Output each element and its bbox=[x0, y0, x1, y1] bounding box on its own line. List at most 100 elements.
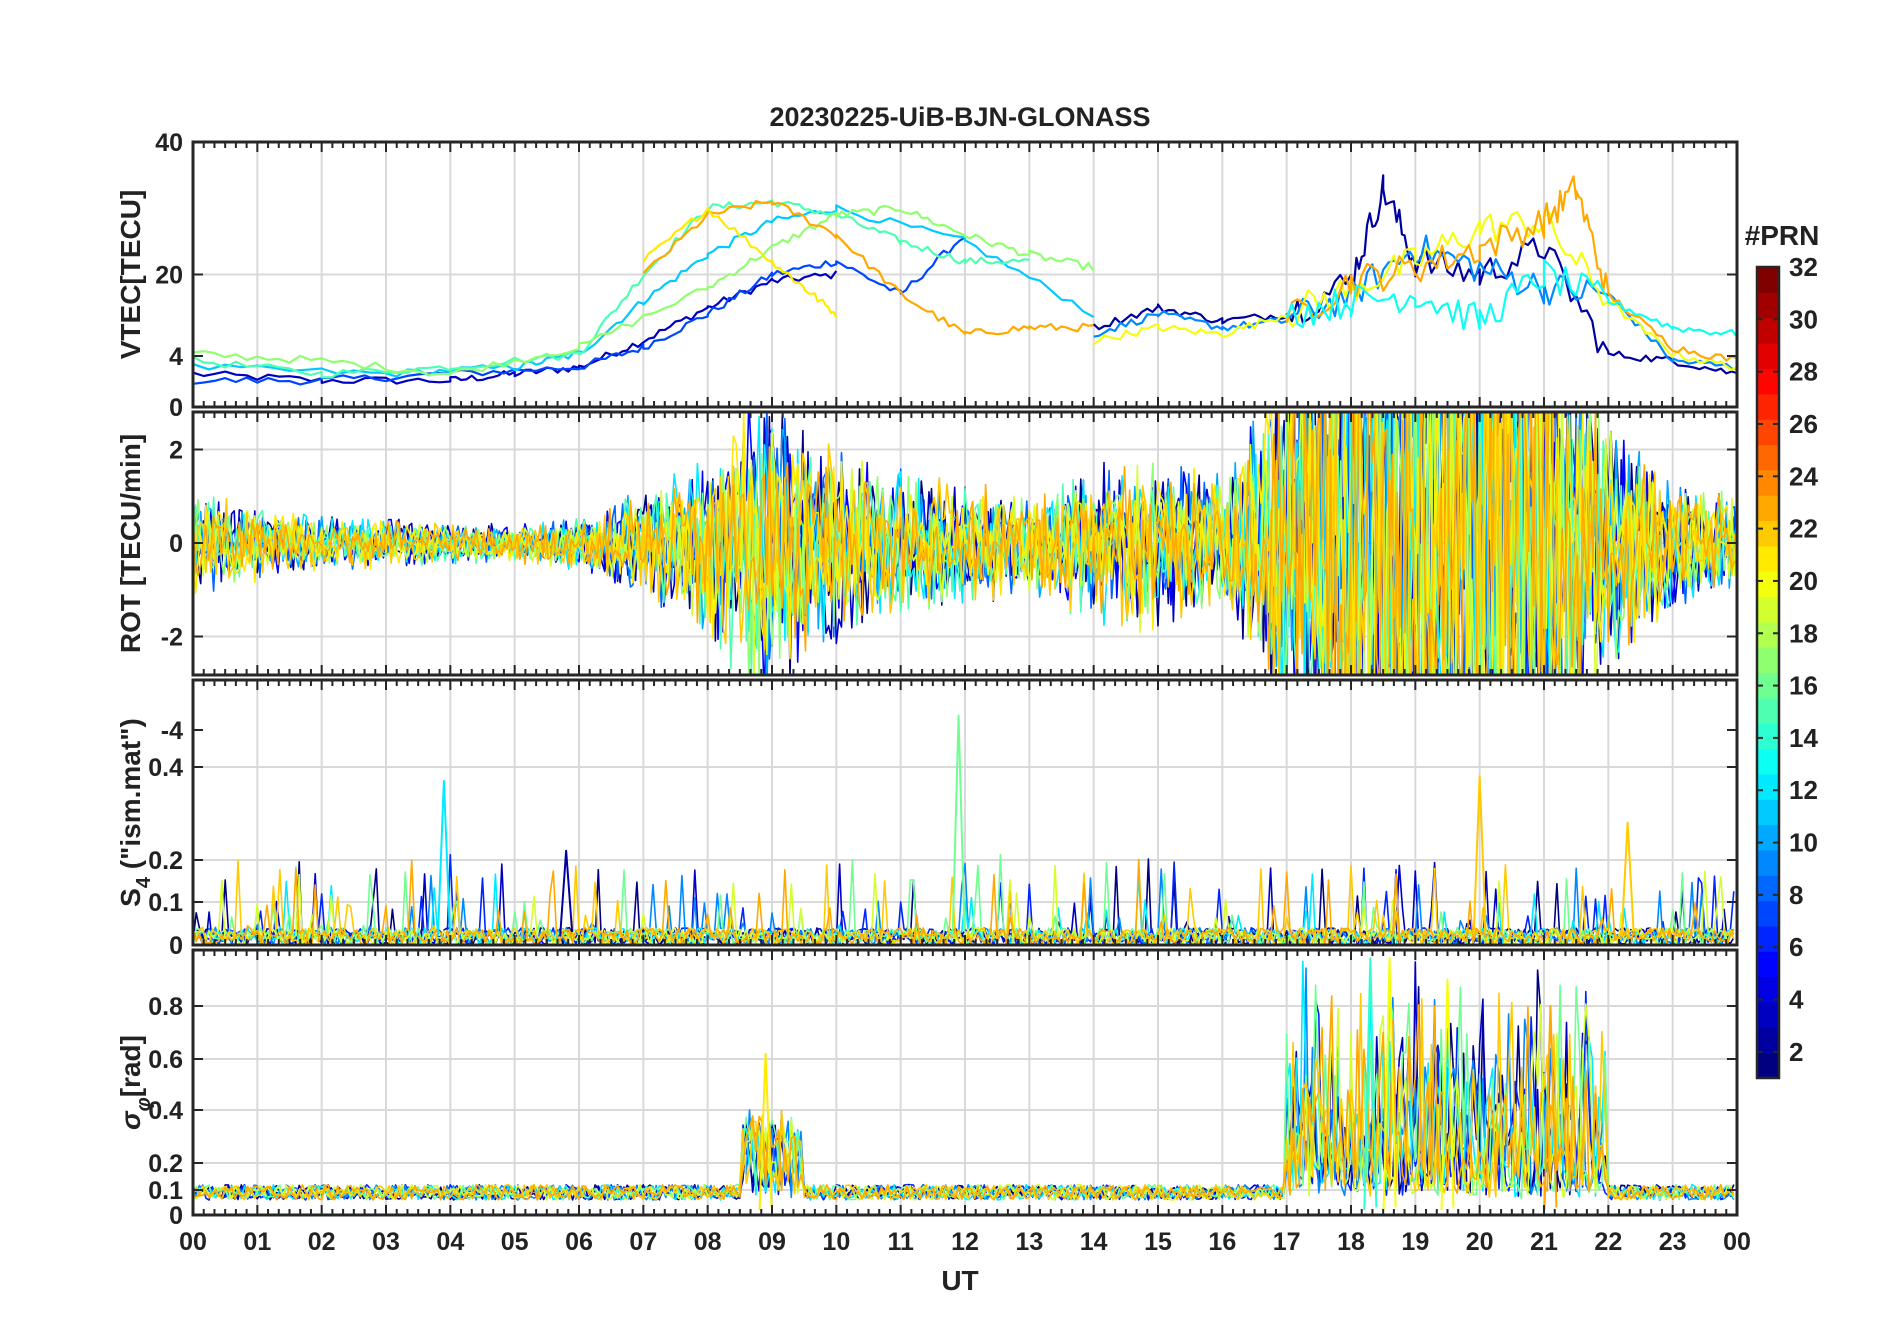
colorbar-segment bbox=[1757, 520, 1779, 547]
x-tick-label: 14 bbox=[1080, 1228, 1108, 1256]
y-label-rest: ("ism.mat") bbox=[115, 718, 146, 877]
colorbar-segment bbox=[1757, 368, 1779, 395]
y-axis-label: σφ[rad] bbox=[115, 1035, 155, 1130]
colorbar-segment bbox=[1757, 621, 1779, 648]
y-label-rest: [rad] bbox=[115, 1035, 146, 1097]
colorbar-segment bbox=[1757, 925, 1779, 952]
peak-mark bbox=[1440, 978, 1455, 1211]
colorbar-segment bbox=[1757, 419, 1779, 446]
colorbar-tick-label: 12 bbox=[1789, 775, 1818, 805]
panel-rot: -4 -2 0 2 4 ROT [TECU/min] bbox=[115, 343, 1739, 745]
peak-mark bbox=[1543, 1005, 1558, 1211]
x-tick-label: 07 bbox=[629, 1228, 657, 1256]
vtec-series-prn-23 bbox=[642, 200, 1094, 336]
rot-series-prn-23 bbox=[193, 412, 1737, 675]
x-tick-label: 22 bbox=[1594, 1228, 1622, 1256]
colorbar-segment bbox=[1757, 647, 1779, 674]
y-label-sub: φ bbox=[133, 1097, 155, 1111]
panel-frame bbox=[191, 410, 1739, 677]
colorbar-tick-label: 22 bbox=[1789, 514, 1818, 544]
colorbar-tick-label: 4 bbox=[1789, 985, 1804, 1015]
y-tick-label: 0 bbox=[169, 932, 183, 960]
x-tick-label: 16 bbox=[1208, 1228, 1236, 1256]
y-label-sub: 4 bbox=[133, 876, 155, 888]
peak-mark bbox=[758, 1052, 773, 1211]
chart-title: 20230225-UiB-BJN-GLONASS bbox=[769, 102, 1150, 132]
vtec-series-prn-13 bbox=[1285, 259, 1737, 338]
colorbar-segment bbox=[1757, 596, 1779, 623]
x-tick-label: 19 bbox=[1401, 1228, 1429, 1256]
x-tick-label: 03 bbox=[372, 1228, 400, 1256]
y-tick-label: -2 bbox=[161, 624, 183, 652]
colorbar-segment bbox=[1757, 900, 1779, 927]
panel-frame bbox=[191, 140, 1739, 409]
colorbar-segment bbox=[1757, 799, 1779, 826]
colorbar-segment bbox=[1757, 571, 1779, 598]
colorbar-segment bbox=[1757, 672, 1779, 699]
vtec-series-prn-2 bbox=[1092, 174, 1737, 375]
sigma-series-prn-23 bbox=[193, 995, 1735, 1201]
peak-mark bbox=[559, 849, 574, 937]
colorbar-tick-label: 30 bbox=[1789, 304, 1818, 334]
colorbar-tick-label: 20 bbox=[1789, 566, 1818, 596]
colorbar-tick-label: 32 bbox=[1789, 252, 1818, 282]
colorbar-tick-label: 18 bbox=[1789, 618, 1818, 648]
panel-s4: 00.10.20.4S4 ("ism.mat") bbox=[115, 678, 1739, 960]
colorbar-tick-label: 6 bbox=[1789, 932, 1803, 962]
colorbar-tick-label: 24 bbox=[1789, 461, 1818, 491]
colorbar-tick-label: 2 bbox=[1789, 1037, 1803, 1067]
x-tick-label: 02 bbox=[308, 1228, 336, 1256]
colorbar-segment bbox=[1757, 976, 1779, 1003]
y-tick-label: 2 bbox=[169, 437, 183, 465]
x-tick-label: 11 bbox=[887, 1228, 914, 1256]
y-tick-label: 0.4 bbox=[148, 754, 183, 782]
colorbar-segment bbox=[1757, 697, 1779, 724]
rot-series-prn-10 bbox=[193, 412, 1737, 675]
panel-data bbox=[193, 957, 1735, 1211]
y-tick-label: 0.1 bbox=[148, 889, 183, 917]
peak-mark bbox=[1472, 775, 1487, 937]
colorbar-tick-label: 26 bbox=[1789, 409, 1818, 439]
y-tick-label: 20 bbox=[155, 262, 183, 290]
colorbar-segment bbox=[1757, 1027, 1779, 1054]
vtec-series-prn-20 bbox=[1093, 211, 1737, 371]
y-label-main: S bbox=[115, 888, 146, 907]
colorbar-segment bbox=[1757, 773, 1779, 800]
colorbar-segment bbox=[1757, 951, 1779, 978]
x-tick-label: 15 bbox=[1144, 1228, 1172, 1256]
y-tick-label: 0.8 bbox=[148, 993, 183, 1021]
peak-mark bbox=[436, 779, 451, 937]
y-tick-label: 0 bbox=[169, 394, 183, 422]
panel-data bbox=[193, 174, 1737, 386]
colorbar-tick-label: 16 bbox=[1789, 671, 1818, 701]
panel-sigma: 00.10.2 0.4 0.6 0.8 σφ[rad] bbox=[115, 948, 1739, 1230]
y-axis-label: S4 ("ism.mat") bbox=[115, 718, 155, 907]
sigma-series-prn-19 bbox=[193, 1003, 1735, 1201]
panel-frame bbox=[191, 678, 1739, 947]
y-tick-label: 40 bbox=[155, 129, 183, 157]
colorbar-segment bbox=[1757, 545, 1779, 572]
panel-frame bbox=[191, 948, 1739, 1217]
x-tick-label: 06 bbox=[565, 1228, 593, 1256]
colorbar-segment bbox=[1757, 748, 1779, 775]
y-tick-label: 0.2 bbox=[148, 1150, 183, 1178]
y-tick-label: 0 bbox=[169, 1202, 183, 1230]
x-tick-label: 13 bbox=[1015, 1228, 1043, 1256]
colorbar-segment bbox=[1757, 292, 1779, 319]
colorbar-tick-label: 28 bbox=[1789, 357, 1818, 387]
vtec-series-prn-11 bbox=[193, 204, 1095, 378]
y-tick-label: 0.2 bbox=[148, 847, 183, 875]
peak-mark bbox=[1620, 821, 1635, 937]
peak-mark bbox=[951, 714, 966, 937]
colorbar-segment bbox=[1757, 495, 1779, 522]
colorbar-segment bbox=[1757, 824, 1779, 851]
colorbar-segment bbox=[1757, 469, 1779, 496]
vtec-series-prn-17 bbox=[193, 204, 1095, 376]
colorbar-tick-label: 10 bbox=[1789, 828, 1818, 858]
x-axis-label: UT bbox=[941, 1265, 978, 1296]
x-tick-label: 01 bbox=[243, 1228, 271, 1256]
x-tick-label: 12 bbox=[951, 1228, 979, 1256]
colorbar-segment bbox=[1757, 317, 1779, 344]
x-tick-label: 05 bbox=[501, 1228, 529, 1256]
